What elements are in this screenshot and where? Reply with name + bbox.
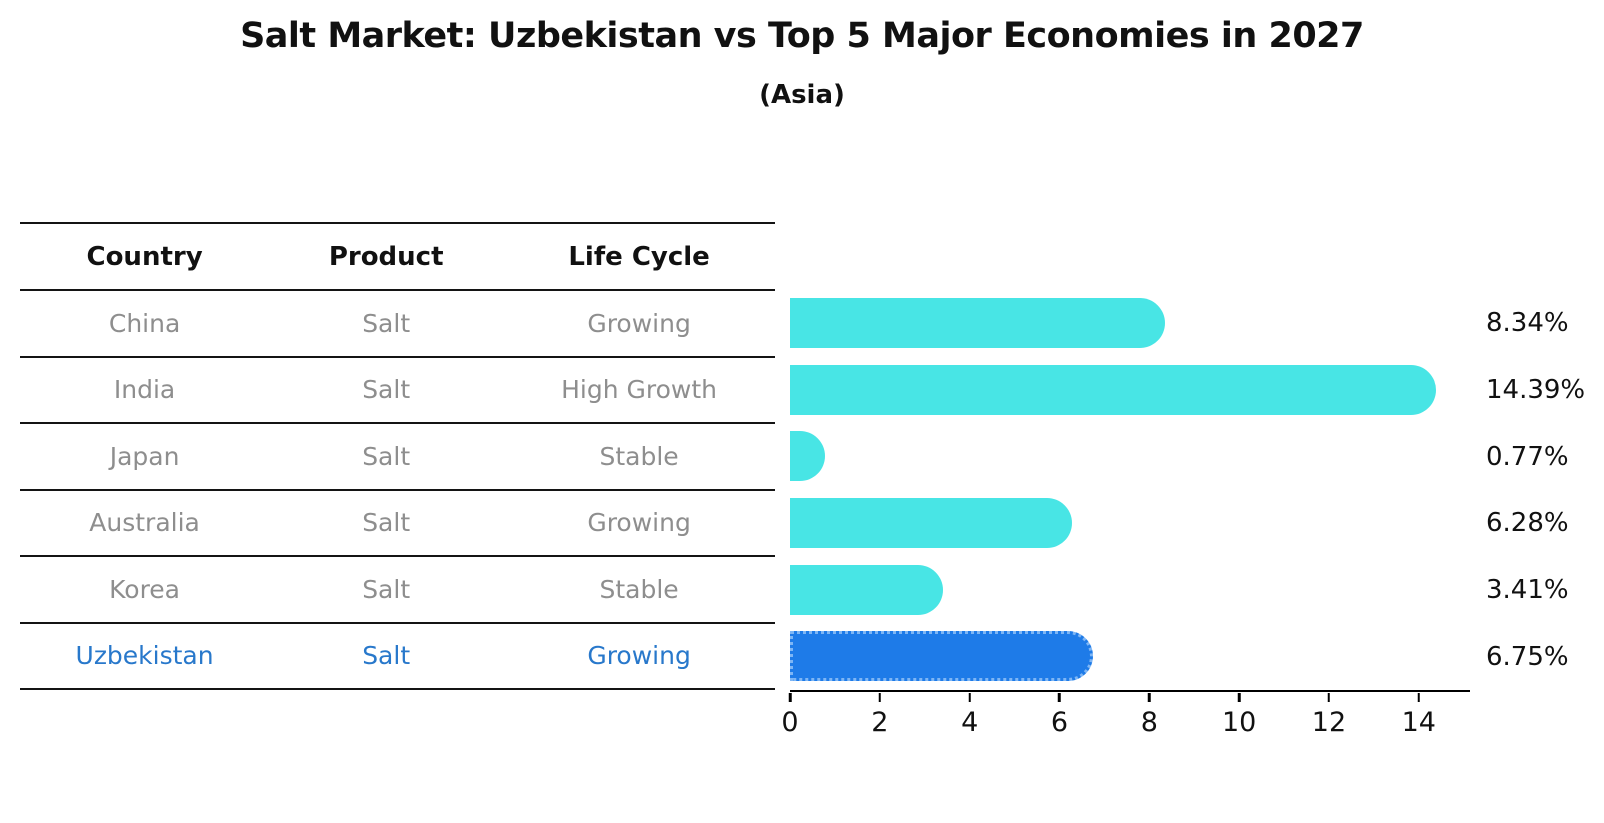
product-cell: Salt bbox=[362, 508, 411, 538]
x-tick-label: 12 bbox=[1311, 707, 1347, 738]
country-cell: Australia bbox=[89, 508, 200, 538]
bar-row: 6.75% bbox=[790, 623, 1569, 690]
table-row: Japan Salt Stable bbox=[20, 422, 775, 489]
x-tick-label: 4 bbox=[961, 707, 979, 738]
table-body: China Salt Growing India Salt High Growt… bbox=[20, 289, 775, 688]
value-label: 8.34% bbox=[1486, 308, 1569, 339]
column-header-product: Product bbox=[328, 241, 444, 272]
x-tick bbox=[1327, 693, 1331, 702]
product-cell: Salt bbox=[362, 375, 411, 405]
life-cycle-cell: Growing bbox=[587, 641, 691, 671]
table-header-row: Country Product Life Cycle bbox=[20, 222, 775, 289]
value-label: 6.28% bbox=[1486, 508, 1569, 539]
table-row: Uzbekistan Salt Growing bbox=[20, 621, 775, 689]
plot-area: 8.34% 14.39% 0.77% 6.28% 3.41% 6.75% 0 2 4… bbox=[781, 290, 1585, 738]
x-tick-label: 2 bbox=[871, 707, 889, 738]
x-tick bbox=[968, 693, 971, 702]
bar bbox=[790, 498, 1073, 548]
x-tick bbox=[1058, 693, 1061, 702]
x-tick-label: 8 bbox=[1140, 707, 1158, 738]
country-cell: Uzbekistan bbox=[75, 641, 214, 671]
table-row: India Salt High Growth bbox=[20, 355, 775, 423]
country-cell: Korea bbox=[109, 574, 180, 604]
x-tick-label: 6 bbox=[1050, 707, 1069, 738]
table-row: China Salt Growing bbox=[20, 289, 775, 356]
value-label: 3.41% bbox=[1486, 574, 1569, 605]
country-cell: India bbox=[113, 375, 176, 405]
life-cycle-cell: Growing bbox=[587, 308, 691, 338]
bar bbox=[790, 298, 1165, 348]
life-cycle-cell: Stable bbox=[599, 574, 679, 604]
bar bbox=[790, 364, 1437, 415]
product-cell: Salt bbox=[362, 441, 411, 471]
bar-row: 6.28% bbox=[790, 490, 1569, 557]
value-label: 0.77% bbox=[1486, 441, 1569, 472]
x-tick-label: 0 bbox=[781, 707, 799, 738]
value-label: 14.39% bbox=[1486, 374, 1586, 405]
table-row: Australia Salt Growing bbox=[20, 488, 775, 556]
table-row: Korea Salt Stable bbox=[20, 555, 775, 622]
x-tick bbox=[1237, 693, 1241, 702]
life-cycle-cell: Growing bbox=[587, 508, 691, 538]
bar-row: 0.77% bbox=[790, 423, 1569, 490]
bar bbox=[790, 631, 1094, 682]
x-tick bbox=[1148, 693, 1151, 702]
product-cell: Salt bbox=[362, 641, 411, 671]
x-tick bbox=[1417, 693, 1421, 702]
x-tick-label: 14 bbox=[1401, 707, 1436, 738]
bar-row: 14.39% bbox=[790, 357, 1585, 424]
column-header-country: Country bbox=[86, 241, 203, 272]
bar-row: 3.41% bbox=[790, 557, 1569, 624]
life-cycle-cell: Stable bbox=[599, 441, 679, 471]
bar bbox=[790, 564, 944, 615]
x-tick-label: 10 bbox=[1221, 707, 1257, 738]
product-cell: Salt bbox=[362, 308, 411, 338]
bar bbox=[790, 431, 825, 482]
x-tick bbox=[788, 693, 792, 702]
country-cell: Japan bbox=[109, 441, 180, 471]
chart-title: Salt Market: Uzbekistan vs Top 5 Major E… bbox=[240, 16, 1364, 56]
life-cycle-cell: High Growth bbox=[561, 375, 718, 405]
column-header-life-cycle: Life Cycle bbox=[568, 241, 710, 272]
product-cell: Salt bbox=[362, 574, 411, 604]
comparison-table: Country Product Life Cycle China Salt Gr… bbox=[20, 222, 775, 690]
value-label: 6.75% bbox=[1486, 641, 1569, 672]
country-cell: China bbox=[108, 308, 181, 338]
chart-subtitle: (Asia) bbox=[759, 80, 845, 110]
bar-row: 8.34% bbox=[790, 290, 1569, 357]
x-tick bbox=[878, 693, 882, 702]
